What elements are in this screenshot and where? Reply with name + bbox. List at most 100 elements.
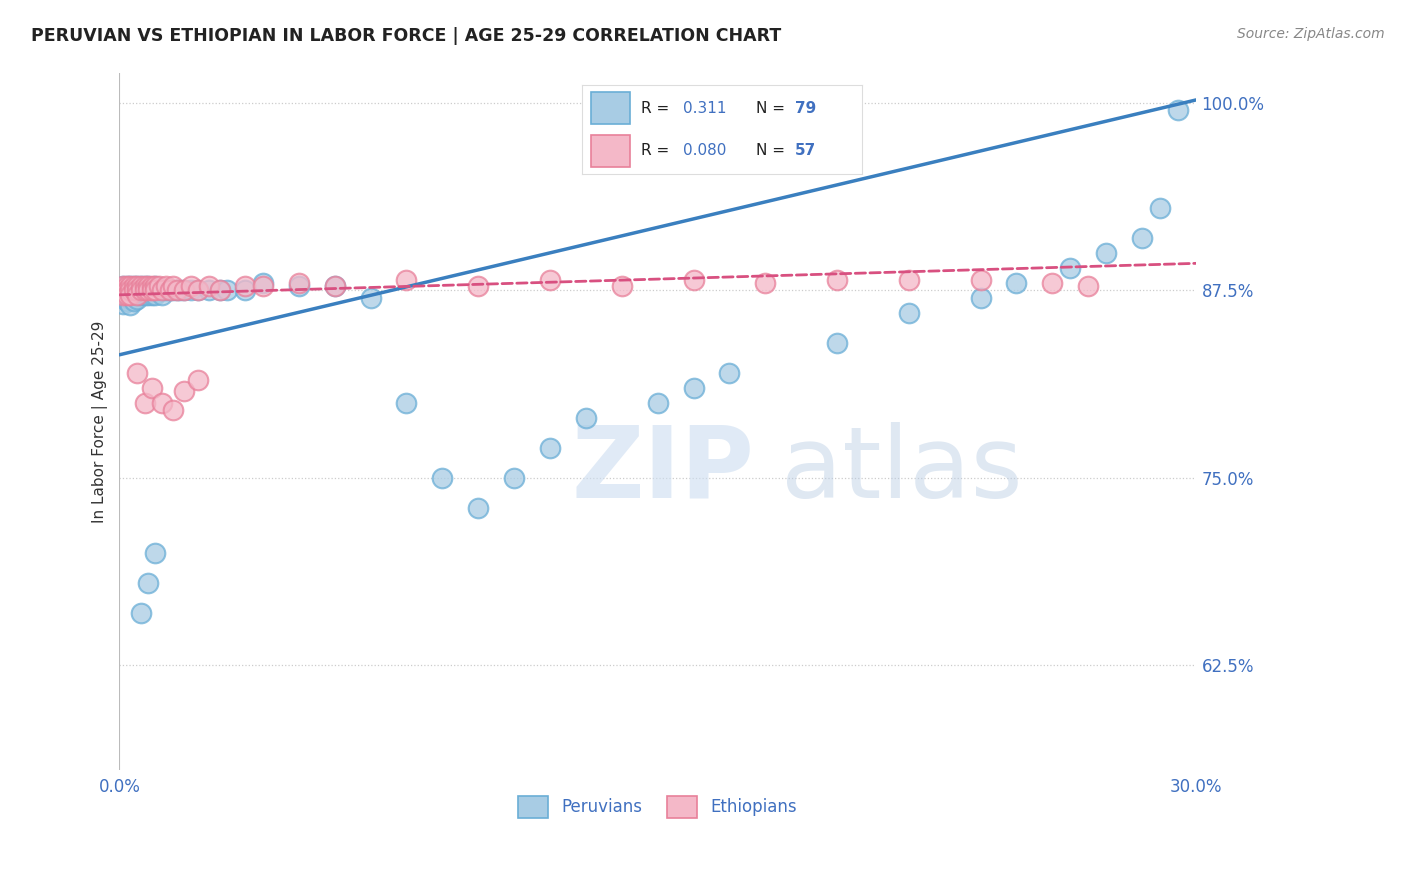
- Point: [969, 273, 991, 287]
- Point: [187, 283, 209, 297]
- Point: [120, 298, 142, 312]
- Point: [825, 273, 848, 287]
- Point: [148, 283, 170, 297]
- Point: [1077, 278, 1099, 293]
- Point: [1167, 103, 1189, 118]
- Point: [288, 276, 311, 290]
- Point: [682, 381, 704, 395]
- Point: [198, 283, 221, 297]
- Point: [198, 278, 221, 293]
- Point: [180, 283, 202, 297]
- Point: [122, 283, 145, 297]
- Point: [136, 278, 159, 293]
- Point: [143, 283, 166, 297]
- Point: [173, 283, 195, 297]
- Point: [112, 288, 135, 302]
- Point: [155, 283, 177, 297]
- Point: [143, 278, 166, 293]
- Point: [112, 288, 135, 302]
- Point: [134, 396, 156, 410]
- Point: [120, 288, 142, 302]
- Point: [180, 278, 202, 293]
- Point: [115, 293, 138, 308]
- Point: [1040, 276, 1063, 290]
- Point: [682, 273, 704, 287]
- Point: [166, 283, 188, 297]
- Point: [141, 283, 163, 297]
- Point: [112, 293, 135, 307]
- Point: [173, 283, 195, 297]
- Point: [288, 278, 311, 293]
- Point: [127, 283, 149, 297]
- Point: [112, 283, 135, 297]
- Point: [610, 278, 633, 293]
- Point: [129, 278, 152, 293]
- Point: [134, 283, 156, 297]
- Point: [754, 276, 776, 290]
- Point: [395, 273, 418, 287]
- Point: [134, 283, 156, 297]
- Point: [208, 283, 231, 297]
- Text: ZIP: ZIP: [572, 422, 755, 519]
- Point: [127, 293, 149, 307]
- Point: [122, 283, 145, 297]
- Point: [143, 278, 166, 293]
- Point: [134, 278, 156, 293]
- Point: [122, 278, 145, 293]
- Point: [252, 276, 274, 290]
- Point: [432, 471, 454, 485]
- Point: [120, 283, 142, 297]
- Point: [360, 291, 382, 305]
- Point: [129, 278, 152, 293]
- Point: [467, 500, 489, 515]
- Point: [897, 306, 920, 320]
- Point: [115, 293, 138, 307]
- Point: [134, 278, 156, 293]
- Point: [141, 278, 163, 293]
- Point: [112, 283, 135, 297]
- Point: [825, 335, 848, 350]
- Point: [173, 384, 195, 398]
- Legend: Peruvians, Ethiopians: Peruvians, Ethiopians: [512, 789, 804, 824]
- Point: [141, 288, 163, 302]
- Point: [503, 471, 526, 485]
- Point: [187, 373, 209, 387]
- Point: [162, 283, 184, 297]
- Point: [1059, 260, 1081, 275]
- Text: PERUVIAN VS ETHIOPIAN IN LABOR FORCE | AGE 25-29 CORRELATION CHART: PERUVIAN VS ETHIOPIAN IN LABOR FORCE | A…: [31, 27, 782, 45]
- Point: [136, 283, 159, 297]
- Point: [122, 293, 145, 308]
- Point: [115, 278, 138, 293]
- Point: [115, 288, 138, 302]
- Point: [252, 278, 274, 293]
- Point: [152, 288, 174, 302]
- Point: [127, 288, 149, 302]
- Point: [136, 575, 159, 590]
- Point: [217, 283, 239, 297]
- Point: [143, 288, 166, 302]
- Point: [159, 283, 181, 297]
- Point: [129, 606, 152, 620]
- Text: Source: ZipAtlas.com: Source: ZipAtlas.com: [1237, 27, 1385, 41]
- Point: [233, 283, 256, 297]
- Point: [127, 283, 149, 297]
- Point: [323, 278, 346, 293]
- Point: [127, 366, 149, 380]
- Y-axis label: In Labor Force | Age 25-29: In Labor Force | Age 25-29: [93, 320, 108, 523]
- Point: [143, 283, 166, 297]
- Point: [152, 396, 174, 410]
- Point: [136, 283, 159, 297]
- Point: [115, 283, 138, 297]
- Point: [718, 366, 741, 380]
- Point: [467, 278, 489, 293]
- Point: [233, 278, 256, 293]
- Point: [538, 441, 561, 455]
- Point: [647, 396, 669, 410]
- Point: [152, 283, 174, 297]
- Point: [395, 396, 418, 410]
- Point: [115, 278, 138, 293]
- Point: [1095, 245, 1118, 260]
- Point: [155, 278, 177, 293]
- Point: [129, 288, 152, 302]
- Point: [112, 278, 135, 293]
